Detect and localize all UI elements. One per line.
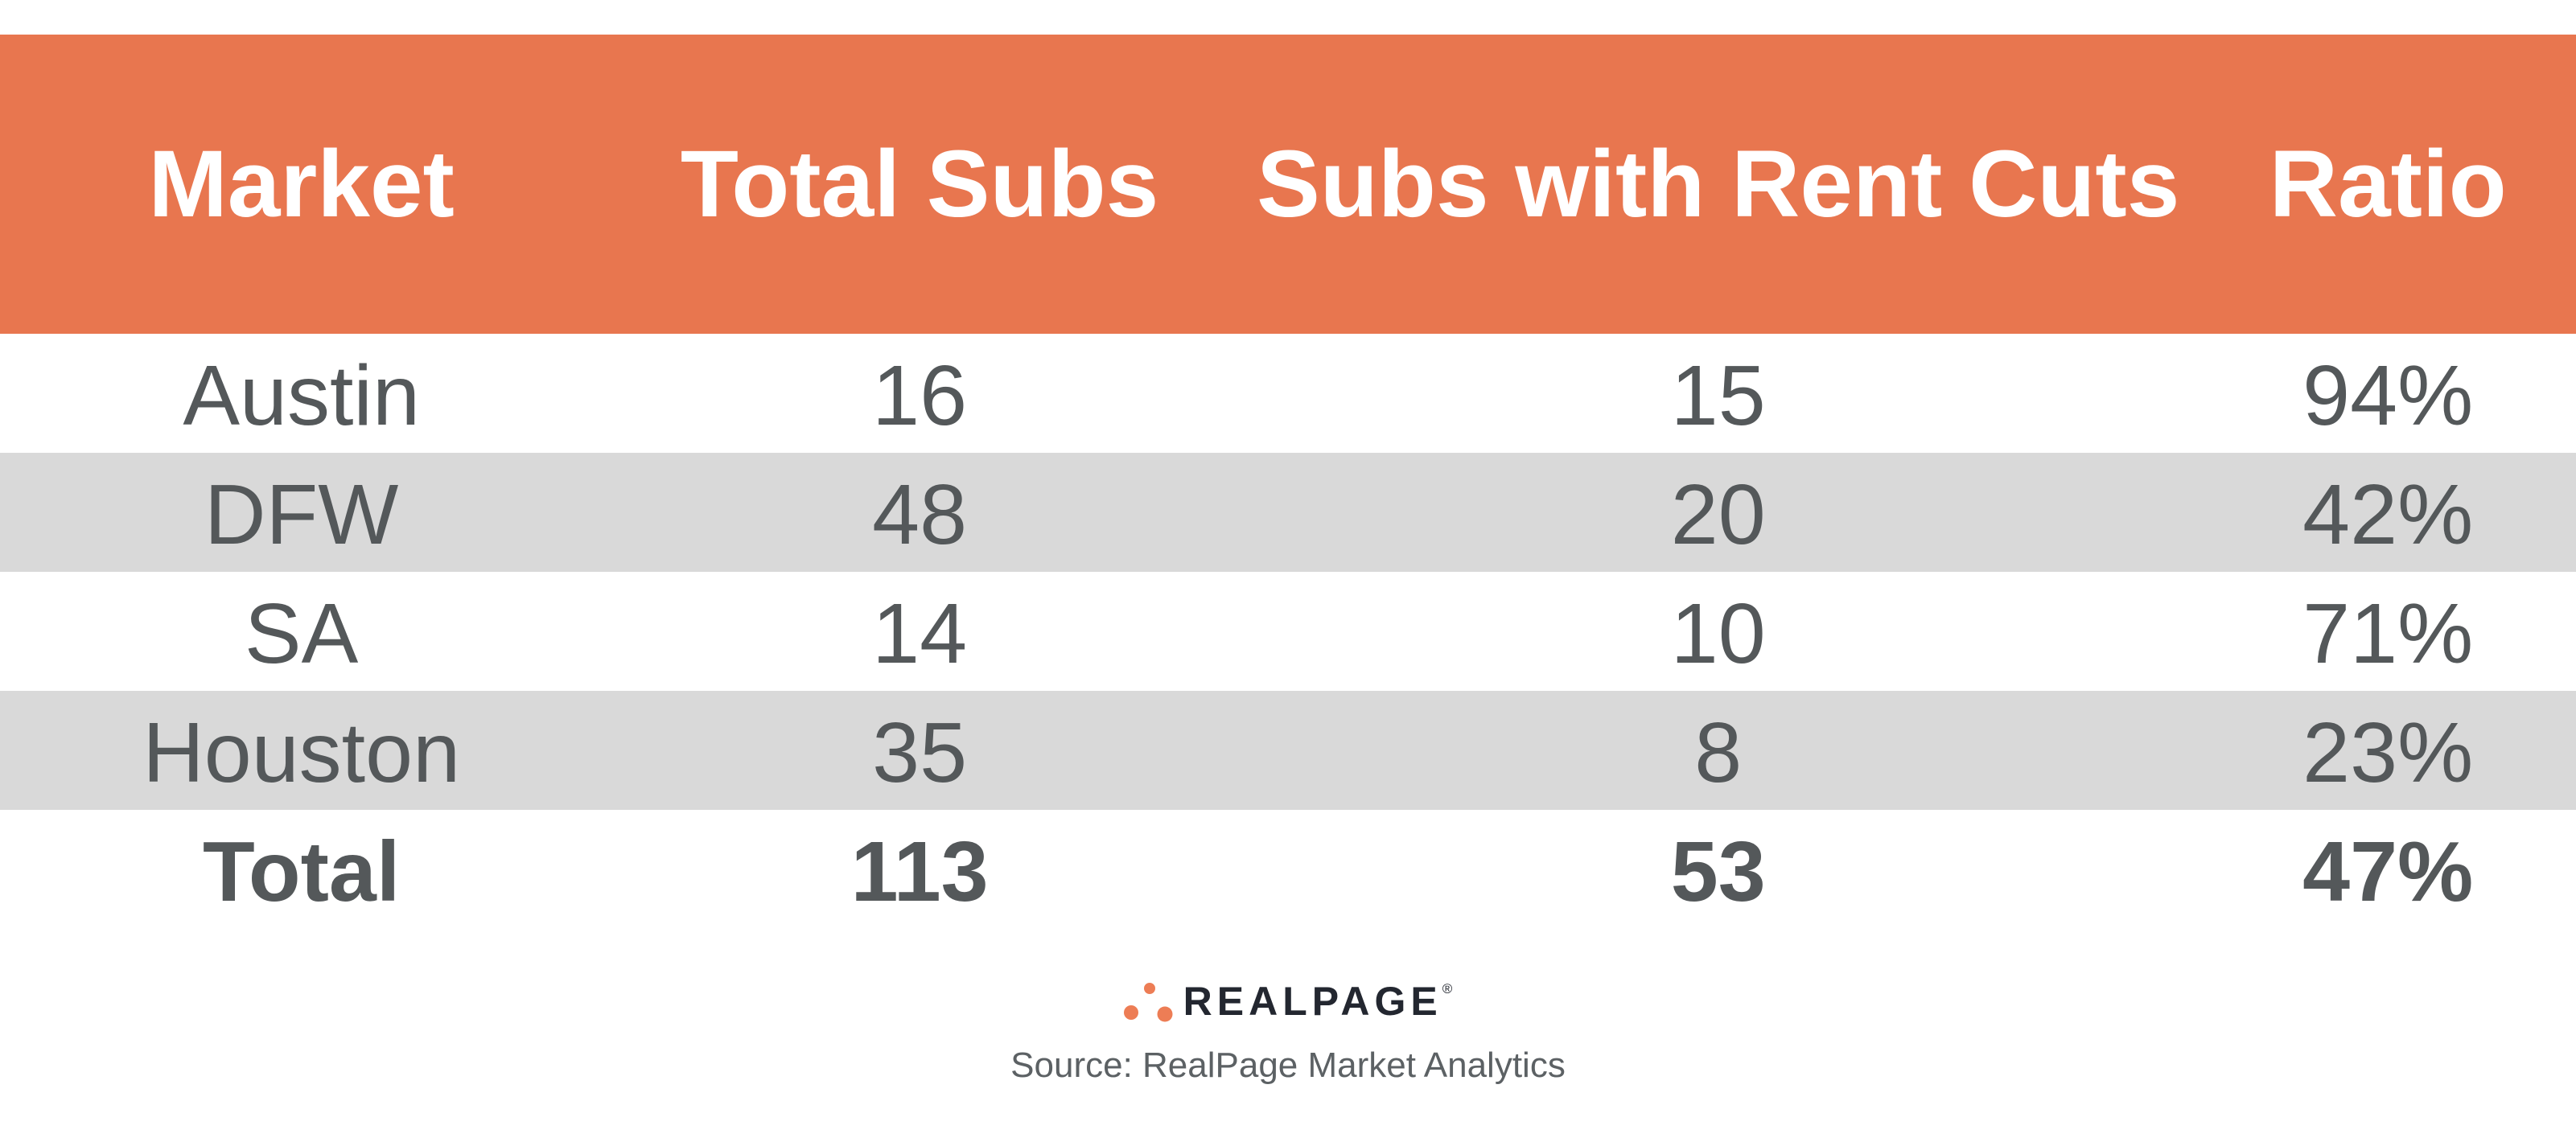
realpage-logo: REALPAGE ® — [0, 976, 2576, 1027]
cell-market: Houston — [142, 705, 461, 800]
cell-subs-with-rent-cuts: 10 — [1670, 586, 1766, 681]
cell-subs-with-rent-cuts: 15 — [1670, 348, 1766, 443]
footer: REALPAGE ® Source: RealPage Market Analy… — [0, 929, 2576, 1085]
column-header-subs-with-rent-cuts: Subs with Rent Cuts — [1257, 131, 2180, 237]
column-header-total-subs: Total Subs — [680, 131, 1159, 237]
cell-ratio: 23% — [2302, 705, 2474, 800]
table-header-row: Market Total Subs Subs with Rent Cuts Ra… — [0, 35, 2576, 334]
cell-market: DFW — [204, 467, 399, 562]
cell-total-subs: 113 — [850, 824, 989, 919]
cell-subs-with-rent-cuts: 20 — [1670, 467, 1766, 562]
cell-total-subs: 35 — [872, 705, 968, 800]
table-row-austin: Austin 16 15 94% — [0, 334, 2576, 453]
cell-total-subs: 14 — [872, 586, 968, 681]
cell-total-subs: 16 — [872, 348, 968, 443]
registered-trademark-symbol: ® — [1442, 981, 1453, 996]
cell-ratio: 47% — [2302, 824, 2474, 919]
cell-ratio: 42% — [2302, 467, 2474, 562]
table-row-sa: SA 14 10 71% — [0, 572, 2576, 691]
table-row-houston: Houston 35 8 23% — [0, 691, 2576, 810]
column-header-market: Market — [148, 131, 455, 237]
realpage-logo-text: REALPAGE — [1183, 979, 1442, 1024]
source-attribution: Source: RealPage Market Analytics — [1010, 1046, 1566, 1085]
cell-market: Total — [202, 824, 401, 919]
cell-market: Austin — [183, 348, 420, 443]
cell-market: SA — [244, 586, 359, 681]
column-header-ratio: Ratio — [2269, 131, 2507, 237]
cell-subs-with-rent-cuts: 8 — [1694, 705, 1743, 800]
table-row-dfw: DFW 48 20 42% — [0, 453, 2576, 572]
realpage-dots-icon — [1123, 983, 1173, 1022]
cell-total-subs: 48 — [872, 467, 968, 562]
cell-subs-with-rent-cuts: 53 — [1670, 824, 1766, 919]
table-row-total: Total 113 53 47% — [0, 810, 2576, 929]
rent-cuts-table: Market Total Subs Subs with Rent Cuts Ra… — [0, 35, 2576, 929]
cell-ratio: 94% — [2302, 348, 2474, 443]
cell-ratio: 71% — [2302, 586, 2474, 681]
